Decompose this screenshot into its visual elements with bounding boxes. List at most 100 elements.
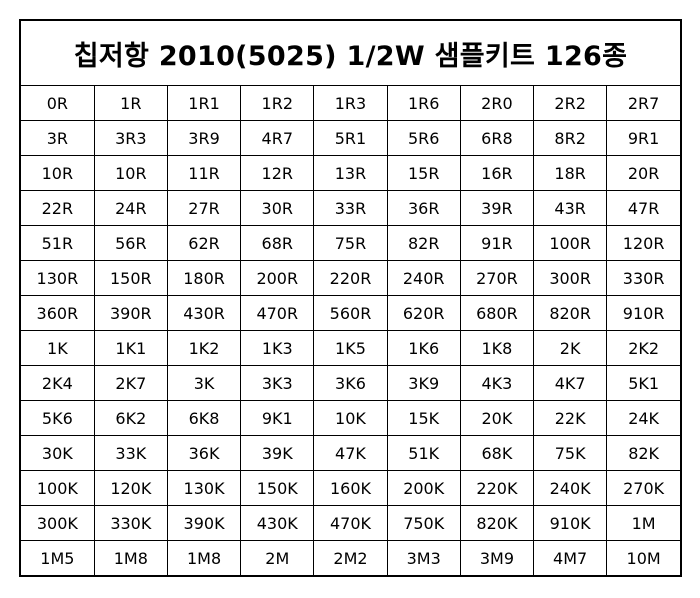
- table-row: 22R 24R 27R 30R 33R 36R 39R 43R 47R: [21, 190, 680, 226]
- resistor-value-cell: 27R: [166, 190, 242, 226]
- resistor-value-cell: 24R: [93, 190, 168, 226]
- resistor-value-cell: 6K8: [166, 400, 242, 436]
- table-row: 51R 56R 62R 68R 75R 82R 91R 100R 120R: [21, 225, 680, 261]
- resistor-value-cell: 22R: [21, 190, 95, 226]
- resistor-value-cell: 270R: [459, 260, 535, 296]
- resistor-value-cell: 20R: [606, 155, 680, 191]
- resistor-value-cell: 130K: [166, 470, 242, 506]
- resistor-value-cell: 3M9: [459, 540, 535, 575]
- resistor-value-cell: 9K1: [240, 400, 315, 436]
- resistor-value-cell: 68K: [459, 435, 535, 471]
- resistor-value-cell: 2M: [240, 540, 315, 575]
- resistor-value-cell: 5K6: [21, 400, 95, 436]
- resistor-value-cell: 100R: [533, 225, 608, 261]
- resistor-value-cell: 5R1: [313, 120, 388, 156]
- resistor-value-cell: 47K: [313, 435, 388, 471]
- resistor-value-cell: 43R: [533, 190, 608, 226]
- resistor-value-cell: 910R: [606, 295, 680, 331]
- resistor-value-cell: 430K: [240, 505, 315, 541]
- resistor-value-cell: 1M8: [166, 540, 242, 575]
- resistor-value-cell: 8R2: [533, 120, 608, 156]
- resistor-value-cell: 300K: [21, 505, 95, 541]
- resistor-value-cell: 1K6: [386, 330, 461, 366]
- resistor-value-cell: 470K: [313, 505, 388, 541]
- resistor-value-cell: 220R: [313, 260, 388, 296]
- table-row: 100K 120K 130K 150K 160K 200K 220K 240K 270K: [21, 470, 680, 506]
- resistor-value-cell: 1K1: [93, 330, 168, 366]
- resistor-value-cell: 1K5: [313, 330, 388, 366]
- resistor-value-cell: 270K: [606, 470, 680, 506]
- resistor-value-cell: 9R1: [606, 120, 680, 156]
- resistor-value-cell: 62R: [166, 225, 242, 261]
- resistor-value-cell: 6K2: [93, 400, 168, 436]
- resistor-value-cell: 33R: [313, 190, 388, 226]
- resistor-value-cell: 820R: [533, 295, 608, 331]
- resistor-value-cell: 2K: [533, 330, 608, 366]
- resistor-value-cell: 200R: [240, 260, 315, 296]
- table-row: 1K 1K1 1K2 1K3 1K5 1K6 1K8 2K 2K2: [21, 330, 680, 366]
- sheet-title: 칩저항 2010(5025) 1/2W 샘플키트 126종: [21, 21, 680, 86]
- resistor-value-cell: 1K8: [459, 330, 535, 366]
- resistor-value-cell: 100K: [21, 470, 95, 506]
- resistor-value-cell: 16R: [459, 155, 535, 191]
- resistor-value-cell: 2R7: [606, 86, 680, 121]
- resistor-value-cell: 620R: [386, 295, 461, 331]
- resistor-value-cell: 1M5: [21, 540, 95, 575]
- resistor-value-cell: 22K: [533, 400, 608, 436]
- resistor-value-cell: 300R: [533, 260, 608, 296]
- resistor-value-cell: 75R: [313, 225, 388, 261]
- resistor-value-cell: 91R: [459, 225, 535, 261]
- resistor-value-cell: 330R: [606, 260, 680, 296]
- resistor-value-cell: 5R6: [386, 120, 461, 156]
- resistor-value-cell: 51R: [21, 225, 95, 261]
- resistor-value-cell: 360R: [21, 295, 95, 331]
- resistor-value-cell: 4K3: [459, 365, 535, 401]
- resistor-value-cell: 4M7: [533, 540, 608, 575]
- resistor-value-cell: 120R: [606, 225, 680, 261]
- resistor-value-cell: 33K: [93, 435, 168, 471]
- resistor-value-cell: 1K3: [240, 330, 315, 366]
- resistor-value-cell: 2R0: [459, 86, 535, 121]
- resistor-value-cell: 1M: [606, 505, 680, 541]
- resistor-value-cell: 4R7: [240, 120, 315, 156]
- resistor-value-cell: 82R: [386, 225, 461, 261]
- table-row: 30K 33K 36K 39K 47K 51K 68K 75K 82K: [21, 435, 680, 471]
- resistor-value-cell: 2K7: [93, 365, 168, 401]
- resistor-value-cell: 10R: [21, 155, 95, 191]
- resistor-value-cell: 39K: [240, 435, 315, 471]
- resistor-kit-sheet: 칩저항 2010(5025) 1/2W 샘플키트 126종 0R 1R 1R1 1R2…: [19, 19, 682, 577]
- resistor-value-cell: 82K: [606, 435, 680, 471]
- resistor-value-cell: 36K: [166, 435, 242, 471]
- resistor-value-cell: 240K: [533, 470, 608, 506]
- resistor-value-cell: 2R2: [533, 86, 608, 121]
- resistor-value-table: 0R 1R 1R1 1R2 1R3 1R6 2R0 2R2 2R7 3R 3R3 3R9 4R7 5R1 5…: [21, 86, 680, 575]
- table-row: 300K 330K 390K 430K 470K 750K 820K 910K 1M: [21, 505, 680, 541]
- resistor-value-cell: 2K4: [21, 365, 95, 401]
- resistor-value-cell: 20K: [459, 400, 535, 436]
- resistor-table-body: 0R 1R 1R1 1R2 1R3 1R6 2R0 2R2 2R7 3R 3R3 3R9 4R7 5R1 5…: [21, 86, 680, 575]
- resistor-value-cell: 24K: [606, 400, 680, 436]
- resistor-value-cell: 18R: [533, 155, 608, 191]
- resistor-value-cell: 120K: [93, 470, 168, 506]
- resistor-value-cell: 390R: [93, 295, 168, 331]
- resistor-value-cell: 750K: [386, 505, 461, 541]
- table-row: 3R 3R3 3R9 4R7 5R1 5R6 6R8 8R2 9R1: [21, 120, 680, 156]
- resistor-value-cell: 1K2: [166, 330, 242, 366]
- resistor-value-cell: 130R: [21, 260, 95, 296]
- resistor-value-cell: 160K: [313, 470, 388, 506]
- resistor-value-cell: 3R9: [166, 120, 242, 156]
- resistor-value-cell: 1K: [21, 330, 95, 366]
- resistor-value-cell: 150R: [93, 260, 168, 296]
- resistor-value-cell: 10M: [606, 540, 680, 575]
- resistor-value-cell: 390K: [166, 505, 242, 541]
- resistor-value-cell: 1R1: [166, 86, 242, 121]
- resistor-value-cell: 180R: [166, 260, 242, 296]
- resistor-value-cell: 0R: [21, 86, 95, 121]
- resistor-value-cell: 1R6: [386, 86, 461, 121]
- resistor-value-cell: 1R2: [240, 86, 315, 121]
- resistor-value-cell: 30R: [240, 190, 315, 226]
- resistor-value-cell: 4K7: [533, 365, 608, 401]
- resistor-value-cell: 470R: [240, 295, 315, 331]
- resistor-value-cell: 2K2: [606, 330, 680, 366]
- resistor-value-cell: 1M8: [93, 540, 168, 575]
